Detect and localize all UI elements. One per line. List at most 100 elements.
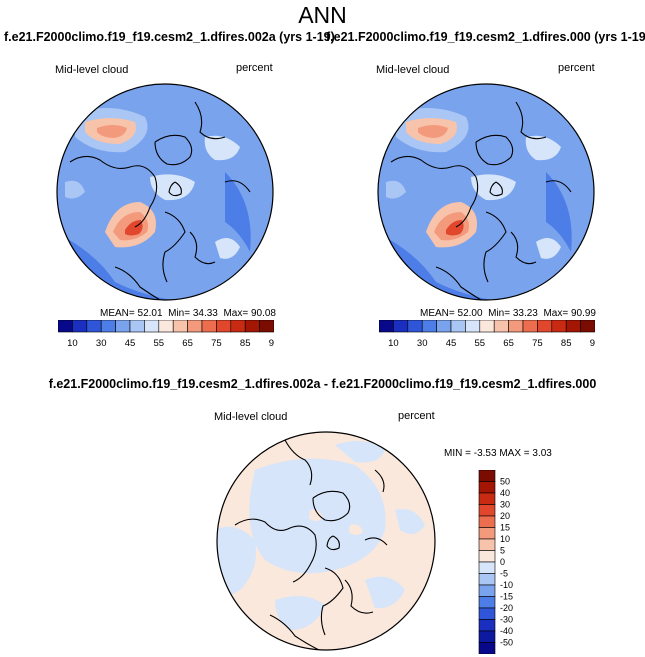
difference-colorbar-label: 0: [500, 557, 505, 567]
difference-colorbar-box: [478, 619, 496, 632]
difference-colorbar-box: [478, 561, 496, 574]
panel1-polar-map: [56, 83, 274, 301]
panel2-variable-label: Mid-level cloud: [376, 64, 450, 76]
panel1-units-label: percent: [236, 62, 273, 74]
panel1-colorbar-box: [100, 320, 116, 333]
panel1-variable-label: Mid-level cloud: [55, 64, 129, 76]
panel2-units-label: percent: [558, 62, 595, 74]
difference-polar-map: [216, 431, 436, 651]
difference-colorbar-box: [478, 596, 496, 609]
panel2-max-label: Max=: [543, 308, 569, 319]
panel2-polar-map: [377, 83, 595, 301]
difference-colorbar-label: 5: [500, 546, 505, 556]
panel1-colorbar-box: [115, 320, 131, 333]
panel2-colorbar-label: 45: [446, 338, 457, 349]
difference-colorbar-box: [478, 573, 496, 586]
panel1-colorbar-box: [216, 320, 232, 333]
panel2-colorbar-box: [537, 320, 553, 333]
difference-min-value: -3.53: [473, 448, 497, 459]
difference-colorbar-box: [478, 492, 496, 505]
panel1-colorbar-box: [144, 320, 160, 333]
panel1-mean-value: 52.01: [137, 308, 163, 319]
difference-colorbar-label: -30: [500, 615, 513, 625]
panel1-colorbar-label: 85: [240, 338, 251, 349]
difference-colorbar-box: [478, 584, 496, 597]
panel1-min-value: 34.33: [192, 308, 218, 319]
panel2-colorbar-box: [479, 320, 495, 333]
panel1-colorbar-box: [129, 320, 145, 333]
difference-colorbar-box: [478, 630, 496, 643]
panel1-colorbar-box: [244, 320, 260, 333]
panel1-colorbar-label: 75: [211, 338, 222, 349]
panel1-colorbar-box: [86, 320, 102, 333]
panel2-mean-label: MEAN=: [420, 308, 455, 319]
panel2-colorbar-label: 55: [475, 338, 486, 349]
difference-colorbar-label: -5: [500, 569, 508, 579]
panel2-colorbar-box: [436, 320, 452, 333]
panel1-case-title: f.e21.F2000climo.f19_f19.cesm2_1.dfires.…: [4, 30, 335, 44]
panel1-colorbar: 10 30 45 55 65 75 85 95: [58, 320, 274, 349]
difference-stats: MIN = -3.53 MAX = 3.03: [444, 448, 552, 459]
panel2-min-value: 33.23: [512, 308, 538, 319]
panel1-max-label: Max=: [223, 308, 249, 319]
panel2-stats: MEAN= 52.00 Min= 33.23 Max= 90.99: [420, 308, 596, 319]
panel2-colorbar-box: [450, 320, 466, 333]
page-title: ANN: [298, 2, 347, 28]
difference-colorbar-label: -50: [500, 638, 513, 648]
panel1-colorbar-box: [72, 320, 88, 333]
panel2-colorbar-label: 30: [417, 338, 428, 349]
difference-colorbar-box: [478, 538, 496, 551]
difference-colorbar-box: [478, 642, 496, 654]
panel1-colorbar-label: 45: [125, 338, 136, 349]
panel1-colorbar-box: [201, 320, 217, 333]
panel2-colorbar-box: [522, 320, 538, 333]
panel2-colorbar-label: 10: [388, 338, 399, 349]
panel2-colorbar-label: 75: [532, 338, 543, 349]
panel1-colorbar-label: 55: [154, 338, 165, 349]
difference-colorbar-label: 15: [500, 523, 510, 533]
difference-colorbar-label: 30: [500, 500, 510, 510]
difference-max-label: MAX =: [499, 448, 530, 459]
panel2-mean-value: 52.00: [457, 308, 483, 319]
panel2-colorbar-box: [421, 320, 437, 333]
panel1-stats: MEAN= 52.01 Min= 34.33 Max= 90.08: [100, 308, 276, 319]
difference-colorbar-label: -10: [500, 580, 513, 590]
difference-colorbar-box: [478, 527, 496, 540]
panel2-colorbar-label: 85: [561, 338, 572, 349]
panel1-colorbar-label: 30: [96, 338, 107, 349]
difference-colorbar-label: 40: [500, 488, 510, 498]
panel2-colorbar-box: [580, 320, 595, 333]
panel2-case-title: f.e21.F2000climo.f19_f19.cesm2_1.dfires.…: [326, 30, 645, 44]
difference-units-label: percent: [398, 410, 435, 422]
panel1-colorbar-box: [172, 320, 188, 333]
panel2-colorbar-box: [379, 320, 394, 333]
difference-colorbar-label: 10: [500, 534, 510, 544]
difference-variable-label: Mid-level cloud: [214, 411, 288, 423]
panel1-colorbar-box: [158, 320, 174, 333]
panel1-min-label: Min=: [168, 308, 191, 319]
panel2-colorbar-box: [493, 320, 509, 333]
difference-colorbar-label: -20: [500, 603, 513, 613]
difference-colorbar-label: 20: [500, 511, 510, 521]
panel2-colorbar: 10 30 45 55 65 75 85 95: [379, 320, 595, 349]
difference-min-label: MIN =: [444, 448, 471, 459]
panel1-colorbar-box: [230, 320, 246, 333]
panel2-colorbar-label: 95: [590, 338, 595, 349]
panel2-min-label: Min=: [488, 308, 511, 319]
panel2-colorbar-box: [551, 320, 567, 333]
difference-max-value: 3.03: [532, 448, 552, 459]
difference-colorbar-box: [478, 481, 496, 494]
panel1-colorbar-box: [259, 320, 274, 333]
difference-colorbar-label: 50: [500, 477, 510, 487]
panel2-colorbar-box: [407, 320, 423, 333]
difference-colorbar-box: [478, 550, 496, 563]
difference-colorbar-box: [478, 470, 496, 482]
difference-title: f.e21.F2000climo.f19_f19.cesm2_1.dfires.…: [48, 377, 597, 391]
difference-colorbar-box: [478, 504, 496, 517]
difference-colorbar-box: [478, 607, 496, 620]
panel1-colorbar-box: [187, 320, 203, 333]
panel1-colorbar-label: 10: [67, 338, 78, 349]
panel2-colorbar-box: [508, 320, 524, 333]
difference-colorbar-label: -40: [500, 626, 513, 636]
